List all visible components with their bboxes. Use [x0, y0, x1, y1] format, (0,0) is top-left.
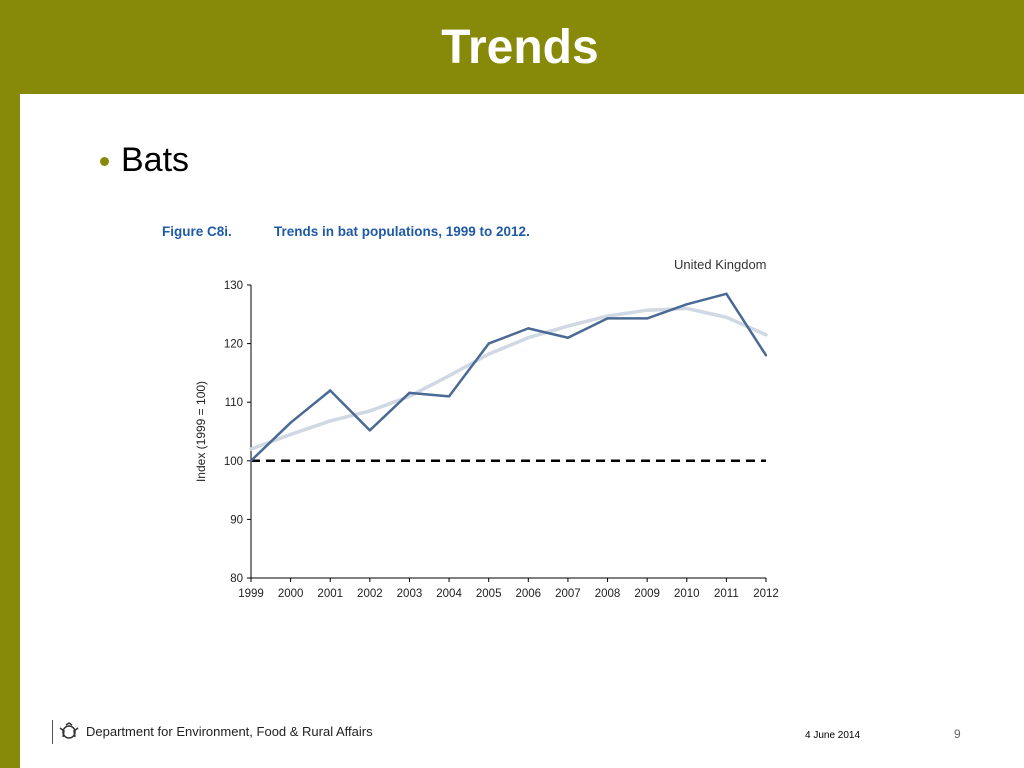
bat-index-line [250, 292, 768, 462]
slide-title: Trends [441, 21, 599, 74]
x-tick-label: 2006 [516, 588, 542, 600]
x-tick-label: 2002 [357, 588, 383, 600]
slide-header [0, 0, 1024, 94]
x-tick-label: 2000 [278, 588, 304, 600]
data-point [289, 421, 292, 424]
royal-crest-icon [59, 722, 79, 739]
x-tick-label: 2007 [555, 588, 581, 600]
x-tick-label: 2009 [634, 588, 660, 600]
x-tick-label: 2010 [674, 588, 700, 600]
x-tick-label: 1999 [238, 588, 264, 600]
data-point [685, 303, 688, 306]
data-point [764, 354, 768, 357]
y-tick-label: 110 [225, 397, 243, 409]
y-tick-label: 90 [230, 514, 243, 526]
y-tick-label: 130 [224, 280, 243, 292]
figure-label: Figure C8i. [162, 224, 232, 239]
page-number: 9 [954, 727, 961, 741]
footer-date: 4 June 2014 [805, 730, 861, 741]
data-point [447, 395, 451, 398]
bullet-dot-icon [100, 156, 109, 166]
x-tick-label: 2011 [714, 588, 739, 600]
bullet-text: Bats [121, 140, 190, 179]
x-tick-label: 2003 [397, 588, 423, 600]
x-tick-label: 2005 [476, 588, 502, 600]
department-name: Department for Environment, Food & Rural… [86, 724, 373, 739]
y-tick-label: 120 [224, 339, 243, 351]
x-tick-label: 2004 [436, 588, 462, 600]
x-tick-label: 2008 [595, 588, 621, 600]
x-tick-label: 2012 [753, 588, 779, 600]
data-point [566, 336, 570, 339]
data-point [606, 317, 609, 320]
y-tick-label: 80 [230, 573, 243, 585]
y-axis-label: Index (1999 = 100) [194, 381, 208, 482]
data-point [368, 429, 372, 432]
left-accent-bar [0, 0, 20, 768]
x-tick-label: 2001 [317, 588, 343, 600]
data-point [329, 389, 332, 392]
chart-region-label: United Kingdom [674, 257, 767, 272]
bat-trend-chart: 80 90 100 110 120 130 1999 2000 2001 2002 2003 2004… [194, 280, 779, 600]
data-point [249, 459, 253, 462]
bullet-item: Bats [100, 138, 189, 182]
footer-divider [52, 720, 53, 744]
data-point [725, 292, 728, 295]
data-point [487, 342, 490, 345]
chart-title: Trends in bat populations, 1999 to 2012. [274, 224, 530, 239]
data-point [645, 317, 649, 320]
data-point [527, 327, 530, 330]
data-point [408, 391, 411, 395]
y-tick-label: 100 [224, 456, 243, 468]
smoothed-trend-line [249, 306, 768, 451]
